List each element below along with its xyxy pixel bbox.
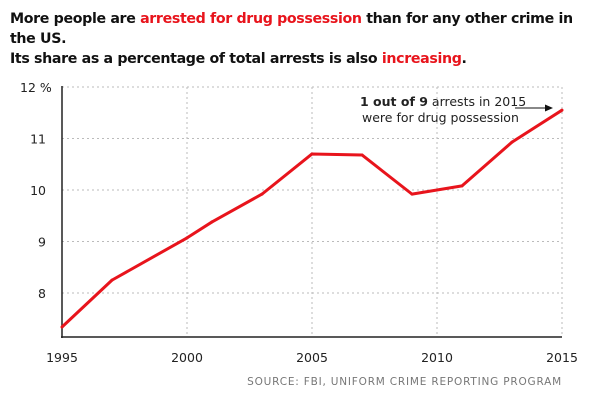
data-points [60, 108, 564, 329]
data-point [310, 152, 314, 156]
data-point [560, 108, 564, 112]
y-tick-label: 10 [30, 183, 46, 198]
title-highlight: arrested for drug possession [140, 11, 362, 27]
annotation-rest: arrests in 2015 [428, 94, 526, 109]
chart-title: More people are arrested for drug posses… [10, 9, 600, 69]
title-seg: More people are [10, 11, 141, 27]
title-line-2: Its share as a percentage of total arres… [10, 49, 600, 69]
x-tick-label: 2000 [171, 350, 203, 365]
y-tick-label: 9 [38, 235, 46, 250]
x-tick-label: 2015 [546, 350, 578, 365]
data-point [185, 236, 189, 240]
data-point [60, 325, 64, 329]
x-tick-label: 2005 [296, 350, 328, 365]
annotation-line-2: were for drug possession [362, 110, 519, 125]
y-tick-label: 8 [38, 286, 46, 301]
title-seg: Its share as a percentage of total arres… [10, 51, 382, 67]
title-highlight: increasing [381, 51, 462, 67]
title-seg: than for any other crime in the US. [10, 11, 573, 47]
data-point [510, 140, 514, 144]
annotation-bold: 1 out of 9 [360, 94, 428, 109]
title-line-1: More people are arrested for drug posses… [10, 9, 600, 49]
x-tick-label: 2010 [421, 350, 453, 365]
y-tick-label: 11 [30, 132, 46, 147]
data-point [410, 192, 414, 196]
annotation-line-1: 1 out of 9 arrests in 2015 [360, 94, 526, 109]
data-point [260, 192, 264, 196]
arrow-head-icon [545, 104, 553, 112]
data-point [210, 220, 214, 224]
data-point [110, 278, 114, 282]
x-tick-label: 1995 [46, 350, 78, 365]
data-point [360, 153, 364, 157]
source-note: SOURCE: FBI, UNIFORM CRIME REPORTING PRO… [247, 376, 562, 388]
title-seg: . [461, 51, 467, 67]
grid [62, 86, 563, 337]
y-tick-label: 12 % [20, 80, 52, 95]
tick-labels: 8 9 10 11 12 % 1995 2000 2005 2010 2015 [20, 80, 578, 365]
data-point [460, 184, 464, 188]
